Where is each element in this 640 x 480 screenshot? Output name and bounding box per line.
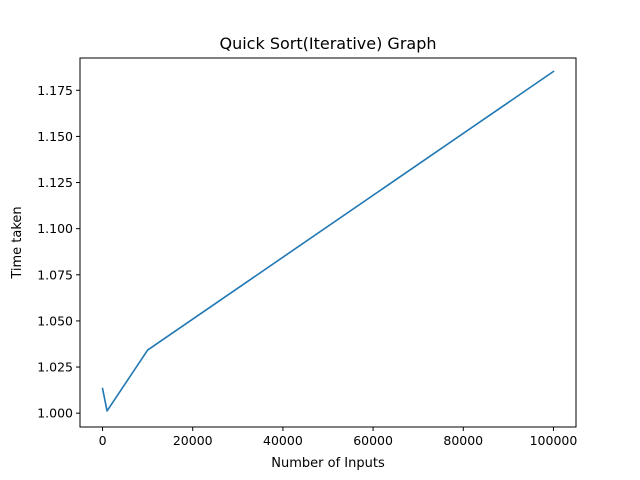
x-tick-label: 80000 — [443, 433, 483, 448]
y-tick-label: 1.050 — [37, 313, 73, 328]
x-axis-label: Number of Inputs — [271, 456, 385, 471]
y-tick-label: 1.100 — [37, 221, 73, 236]
y-axis: 1.000 1.025 1.050 1.075 1.100 1.125 1.150 1.175 — [37, 83, 80, 421]
x-axis: 0 20000 40000 60000 80000 100000 — [99, 427, 578, 448]
y-tick-label: 1.075 — [37, 267, 73, 282]
y-tick-label: 1.175 — [37, 83, 73, 98]
x-tick-label: 60000 — [353, 433, 393, 448]
y-axis-label: Time taken — [10, 206, 25, 279]
x-tick-label: 20000 — [173, 433, 213, 448]
plot-area — [79, 57, 577, 428]
y-tick-label: 1.150 — [37, 129, 73, 144]
y-tick-label: 1.125 — [37, 175, 73, 190]
series-line — [101, 70, 555, 412]
x-tick-label: 0 — [99, 433, 107, 448]
x-tick-label: 40000 — [263, 433, 303, 448]
plot-frame — [79, 57, 577, 428]
chart-title: Quick Sort(Iterative) Graph — [219, 34, 436, 53]
x-tick-label: 100000 — [530, 433, 578, 448]
y-tick-label: 1.025 — [37, 360, 73, 375]
series-layer — [101, 70, 555, 412]
y-tick-label: 1.000 — [37, 406, 73, 421]
